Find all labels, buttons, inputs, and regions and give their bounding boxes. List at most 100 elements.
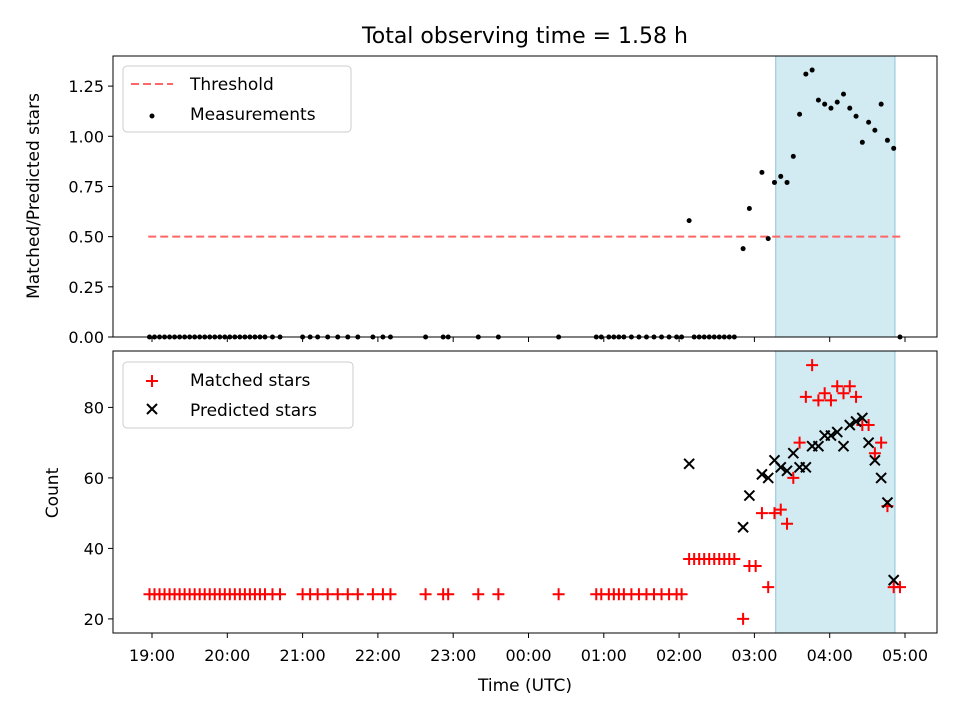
measurement-point xyxy=(834,99,840,105)
predicted-stars-point xyxy=(869,454,881,466)
matched-stars-point xyxy=(875,436,888,449)
predicted-stars-point xyxy=(743,489,756,502)
predicted-stars-point xyxy=(775,461,787,474)
legend-threshold-label: Threshold xyxy=(189,75,274,95)
top-panel: 0.00 0.25 0.50 0.75 1.00 1.25 xyxy=(68,55,938,347)
bottom-axes-frame xyxy=(112,350,938,634)
top-legend-box xyxy=(122,65,352,133)
predicted-stars-point xyxy=(862,436,875,449)
matched-stars-point xyxy=(419,588,432,601)
x-tick-label: 04:00 xyxy=(807,646,853,665)
bottom-legend-box xyxy=(122,361,354,429)
top-y-tick-label: 0.75 xyxy=(68,177,104,196)
x-tick-label: 21:00 xyxy=(280,646,326,665)
predicted-stars-point xyxy=(762,472,774,484)
predicted-stars-point xyxy=(812,440,825,452)
measurement-point xyxy=(841,91,847,97)
x-tick-label: 03:00 xyxy=(731,646,777,665)
predicted-stars-point xyxy=(881,496,894,509)
predicted-stars-point xyxy=(756,468,768,481)
predicted-stars-point xyxy=(800,461,812,474)
bottom-observing-window xyxy=(775,350,896,634)
measurement-point xyxy=(828,105,834,111)
matched-stars-point xyxy=(831,380,844,393)
measurement-point xyxy=(803,71,809,77)
matched-stars-point xyxy=(311,588,324,601)
bottom-panel: 20 40 60 80 19:00 20:00 21:00 22:00 23:00 00:00 01… xyxy=(84,350,938,665)
x-tick-label: 05:00 xyxy=(882,646,928,665)
matched-stars-point xyxy=(675,588,688,601)
measurement-point xyxy=(797,111,803,117)
top-axes-frame xyxy=(112,55,938,338)
legend-predicted-label: Predicted stars xyxy=(190,401,317,421)
predicted-stars-point xyxy=(831,426,843,438)
matched-stars-point xyxy=(893,581,906,594)
x-axis-label: Time (UTC) xyxy=(477,676,572,696)
bottom-y-tick-label: 60 xyxy=(84,469,104,488)
measurement-point xyxy=(809,67,815,73)
matched-stars-point xyxy=(351,588,364,601)
top-y-tick-label: 1.00 xyxy=(68,127,104,146)
matched-stars-point xyxy=(274,588,287,601)
matched-stars-point xyxy=(552,588,565,601)
predicted-stars-point xyxy=(787,447,800,459)
x-tick-label: 20:00 xyxy=(204,646,250,665)
matched-stars-point xyxy=(850,390,863,403)
matched-stars-point xyxy=(321,588,334,601)
legend-measurements-swatch xyxy=(149,113,155,119)
matched-stars-point xyxy=(492,588,505,601)
matched-stars-point xyxy=(472,588,485,601)
predicted-stars-point xyxy=(683,458,695,470)
bottom-legend: Matched stars Predicted stars xyxy=(122,361,354,429)
matched-stars-point xyxy=(806,359,819,372)
x-tick-label: 00:00 xyxy=(505,646,551,665)
matched-stars-point xyxy=(749,560,762,573)
predicted-stars-point xyxy=(856,412,869,424)
matched-stars-point xyxy=(768,507,781,520)
matched-stars-point xyxy=(793,436,806,449)
x-tick-label: 01:00 xyxy=(581,646,627,665)
measurement-point xyxy=(746,206,752,212)
measurement-point xyxy=(853,113,859,119)
x-tick-label: 23:00 xyxy=(430,646,476,665)
predicted-stars-point xyxy=(844,419,856,431)
predicted-stars-point xyxy=(837,440,850,452)
top-y-tick-label: 0.00 xyxy=(68,328,104,347)
measurement-point xyxy=(815,97,821,103)
measurement-point xyxy=(790,153,796,159)
matched-stars-point xyxy=(862,419,875,432)
chart-title: Total observing time = 1.58 h xyxy=(361,24,688,49)
matched-stars-point xyxy=(384,588,397,601)
measurement-point xyxy=(884,137,890,143)
measurement-point xyxy=(784,179,790,185)
predicted-stars-point xyxy=(825,429,837,442)
matched-stars-point xyxy=(843,380,856,393)
top-observing-window xyxy=(775,55,896,338)
matched-stars-point xyxy=(755,507,768,520)
matched-stars-point xyxy=(868,447,881,460)
matched-stars-point xyxy=(818,387,831,400)
measurement-point xyxy=(847,105,853,111)
matched-stars-point xyxy=(737,612,750,625)
legend-matched-label: Matched stars xyxy=(190,371,310,391)
predicted-stars-point xyxy=(737,521,749,533)
predicted-stars-point xyxy=(887,574,900,586)
matched-stars-point xyxy=(442,588,455,601)
top-y-tick-label: 0.25 xyxy=(68,278,104,297)
measurement-point xyxy=(686,218,692,224)
top-y-tick-label: 1.25 xyxy=(68,77,104,96)
measurement-point xyxy=(878,101,884,107)
measurement-point xyxy=(822,101,828,107)
matched-stars-point xyxy=(341,588,354,601)
predicted-stars-point xyxy=(875,472,887,484)
matched-stars-point xyxy=(837,387,850,400)
top-legend: Threshold Measurements xyxy=(122,65,352,133)
legend-measurements-label: Measurements xyxy=(190,105,316,125)
measurement-point xyxy=(859,139,865,145)
matched-stars-point xyxy=(366,588,379,601)
matched-stars-point xyxy=(728,552,741,565)
matched-stars-point xyxy=(799,390,812,403)
x-tick-label: 19:00 xyxy=(129,646,175,665)
